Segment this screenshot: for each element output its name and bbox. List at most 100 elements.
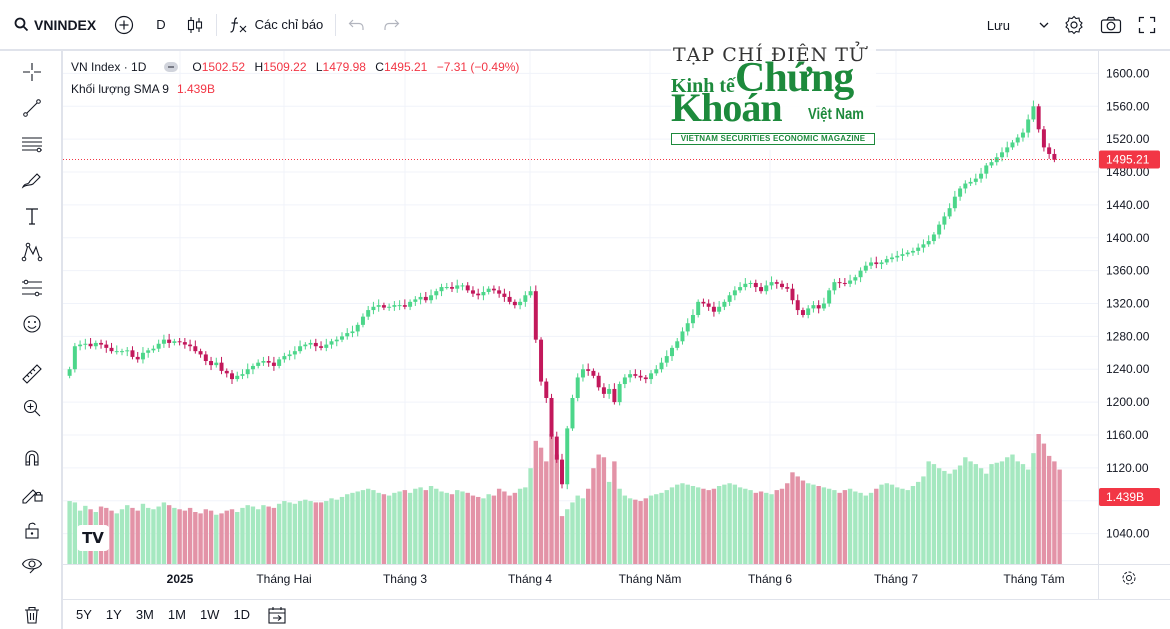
volume-bar [895,487,900,564]
volume-bar [591,468,596,564]
fx-icon [230,16,247,33]
candle-body [188,344,193,347]
pattern-tool-button[interactable] [16,236,48,268]
volume-bar [1020,464,1026,564]
range-1w-button[interactable]: 1W [199,607,220,622]
save-button[interactable]: Lưu [979,8,1032,42]
save-menu-button[interactable] [1032,8,1056,42]
crosshair-tool-button[interactable] [16,56,48,88]
change-value: −7.31 (−0.49%) [436,60,520,74]
volume-bar [727,483,732,564]
trend-line-tool-button[interactable] [16,92,48,124]
lock-drawings-button[interactable] [16,514,48,546]
settings-button[interactable] [1056,8,1092,42]
candle-body [890,257,894,260]
text-tool-button[interactable] [16,200,48,232]
candle-body [1005,147,1010,153]
fib-tool-button[interactable] [16,128,48,160]
volume-bar [963,457,968,564]
date-range-button[interactable] [257,605,294,625]
magnet-tool-button[interactable] [16,442,48,474]
volume-bar [790,472,795,564]
ruler-tool-button[interactable] [16,358,48,390]
open-label: O [192,60,202,74]
candle-body [72,346,77,370]
volume-bar [994,462,999,564]
volume-bar [350,492,355,564]
watermark-line3b: Việt Nam [808,106,864,123]
volume-bar [109,510,114,564]
candle-body [209,361,214,366]
volume-legend[interactable]: Khối lượng SMA 9 1.439B [71,80,519,98]
undo-button[interactable] [340,8,374,42]
candle-body [528,291,533,296]
stay-in-drawing-button[interactable] [16,478,48,510]
forecast-tool-button[interactable] [16,272,48,304]
candle-body [292,351,297,355]
indicators-button[interactable]: Các chỉ báo [221,8,332,42]
candle-body [973,178,978,182]
range-5y-button[interactable]: 5Y [76,607,92,622]
volume-bar [182,510,188,564]
candle-body [638,375,643,378]
volume-bar [475,496,481,564]
volume-bar [392,492,397,564]
candle-body [104,344,109,348]
range-1m-button[interactable]: 1M [167,607,186,622]
candle-body [533,291,538,340]
candle-body [460,285,465,287]
candle-body [282,356,287,360]
volume-value: 1.439B [176,82,215,96]
candle-body [979,173,984,179]
candle-body [439,287,444,292]
fullscreen-button[interactable] [1130,8,1170,42]
candle-body [717,306,722,312]
indicators-label: Các chỉ báo [254,17,324,32]
range-3m-button[interactable]: 3M [135,607,154,622]
projection-icon [22,279,42,297]
volume-bar [235,512,240,564]
range-1y-button[interactable]: 1Y [105,607,122,622]
toolbar-divider [215,13,217,36]
zoom-in-tool-button[interactable] [16,392,48,424]
remove-drawings-button[interactable] [16,599,48,629]
brush-tool-button[interactable] [16,164,48,196]
volume-bar [360,490,366,564]
candle-body [570,397,575,429]
volume-bar [214,514,219,564]
candle-body [1020,132,1025,138]
tradingview-logo[interactable]: TV [77,525,109,551]
hide-drawings-button[interactable] [16,548,48,580]
chart-type-button[interactable] [178,8,212,42]
candle-body [470,290,475,294]
candle-body [643,377,648,380]
legend-toggle-icon[interactable] [164,62,179,72]
candle-body [313,342,318,347]
volume-bar [999,461,1005,564]
volume-bar [208,510,214,564]
volume-bar [905,490,910,564]
candle-body [491,288,496,291]
price-chart[interactable]: 1040.001080.001120.001160.001200.001240.… [63,51,1170,599]
symbol-search-button[interactable]: VNINDEX [0,8,104,42]
redo-button[interactable] [374,8,408,42]
candle-body [429,295,434,301]
volume-bar [847,488,853,564]
smiley-icon [23,315,41,333]
icons-tool-button[interactable] [16,308,48,340]
main-series-legend[interactable]: VN Index · 1D O1502.52 H1509.22 L1479.98… [71,58,519,76]
candle-body [355,324,360,332]
volume-bar [523,487,528,564]
chart-pane[interactable]: 1040.001080.001120.001160.001200.001240.… [63,44,1170,599]
range-1d-button[interactable]: 1D [233,607,251,622]
volume-bar [172,507,177,564]
volume-bar [229,509,235,564]
volume-bar [617,488,622,564]
volume-bar [517,488,523,564]
volume-bar [900,488,905,564]
snapshot-button[interactable] [1092,8,1130,42]
compare-button[interactable] [104,8,144,42]
interval-button[interactable]: D [156,17,166,32]
axis-settings-icon[interactable] [1122,571,1136,585]
watermark-line2b: Chứng [735,55,854,101]
